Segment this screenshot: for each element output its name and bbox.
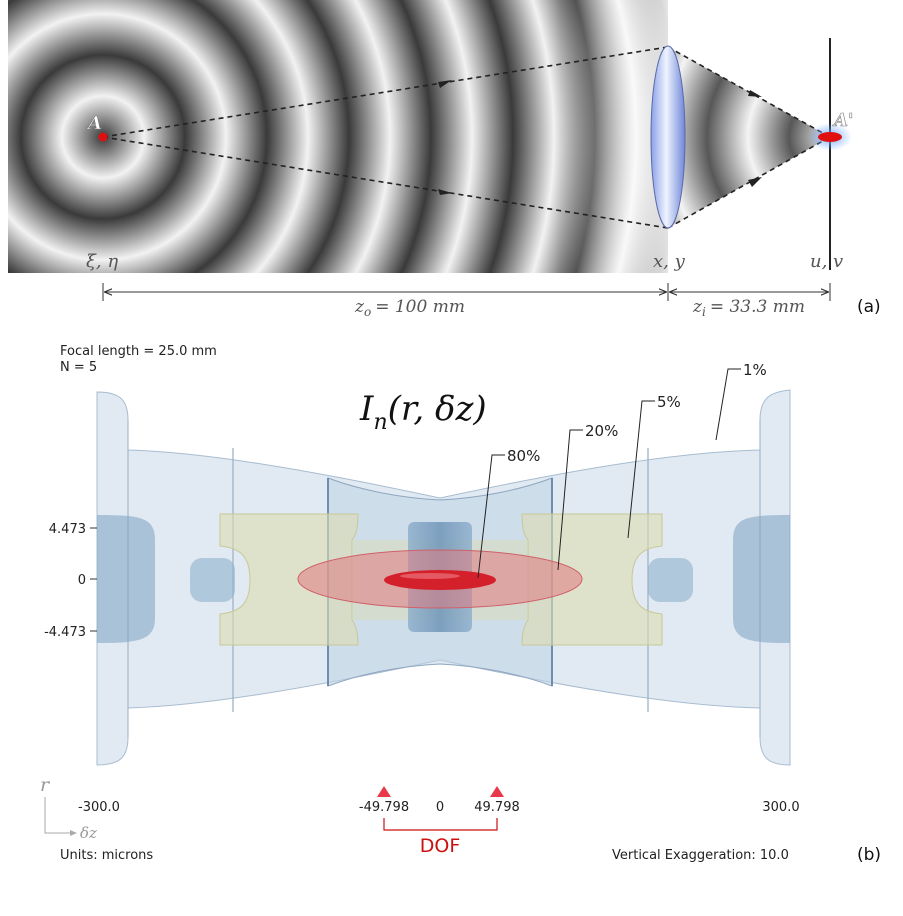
dof-marker-right-icon [490,786,504,797]
y-tick-label: 0 [78,573,86,588]
panel-b: Focal length = 25.0 mm N = 5 In(r, δz) [40,344,881,865]
image-point [818,132,842,142]
ray-arrow-icon [438,80,452,88]
units-label: Units: microns [60,848,153,863]
lower-ray-image [667,136,831,229]
ray-arrow-icon [748,90,762,97]
object-distance-label: zo = 100 mm [354,297,465,319]
leader-1 [715,368,741,441]
x-tick-label: 300.0 [762,800,799,815]
leader-80 [477,454,505,579]
ray-arrow-icon [438,189,452,195]
iso-label-5: 5% [657,393,681,411]
object-point [98,132,108,142]
image-label: A' [832,110,853,131]
leader-20 [557,429,583,571]
iso-surface-80pct-core [384,570,496,590]
object-label: A [86,113,102,134]
upper-ray-image [667,46,831,138]
iso-label-20: 20% [585,422,618,440]
panel-a: A A' ξ, η x, y u, v zo = 100 mm zi = 33.3 … [8,0,881,319]
exaggeration-label: Vertical Exaggeration: 10.0 [612,848,789,863]
leader-5 [627,400,655,539]
lens-plane-label: x, y [653,251,686,272]
converging-wave-pattern [668,47,830,228]
image-plane-label: u, v [810,251,843,272]
n-label: N = 5 [60,360,97,375]
y-tick-label: 4.473 [49,522,86,537]
iso-lobe-left [97,515,155,643]
focal-length-label: Focal length = 25.0 mm [60,344,217,359]
ray-arrow-icon [748,177,762,187]
axis-indicator [44,797,74,834]
dof-bracket [383,818,498,831]
axis-dz-label: δz [80,824,97,842]
object-plane-label: ξ, η [86,251,118,272]
x-tick-label: 49.798 [474,800,520,815]
iso-label-1: 1% [743,361,767,379]
panel-a-tag: (a) [857,297,881,317]
iso-small-left [190,558,235,602]
wave-fade [560,0,668,273]
y-tick-label: -4.473 [44,625,86,640]
iso-lobe-right [733,515,790,643]
x-tick-label: 0 [436,800,444,815]
lens [650,45,686,229]
spherical-wave-pattern [8,0,668,273]
axis-r-label: r [40,774,51,796]
dof-label: DOF [420,835,461,857]
image-distance-label: zi = 33.3 mm [692,297,805,319]
iso-small-right [648,558,693,602]
iso-label-80: 80% [507,447,540,465]
x-tick-label: -300.0 [78,800,120,815]
iso-surface-20pct-right [521,513,663,646]
panel-b-tag: (b) [857,845,881,865]
iso-surface-20pct-left [219,513,359,646]
dof-marker-left-icon [377,786,391,797]
intensity-formula: In(r, δz) [359,389,487,435]
x-tick-label: -49.798 [359,800,409,815]
